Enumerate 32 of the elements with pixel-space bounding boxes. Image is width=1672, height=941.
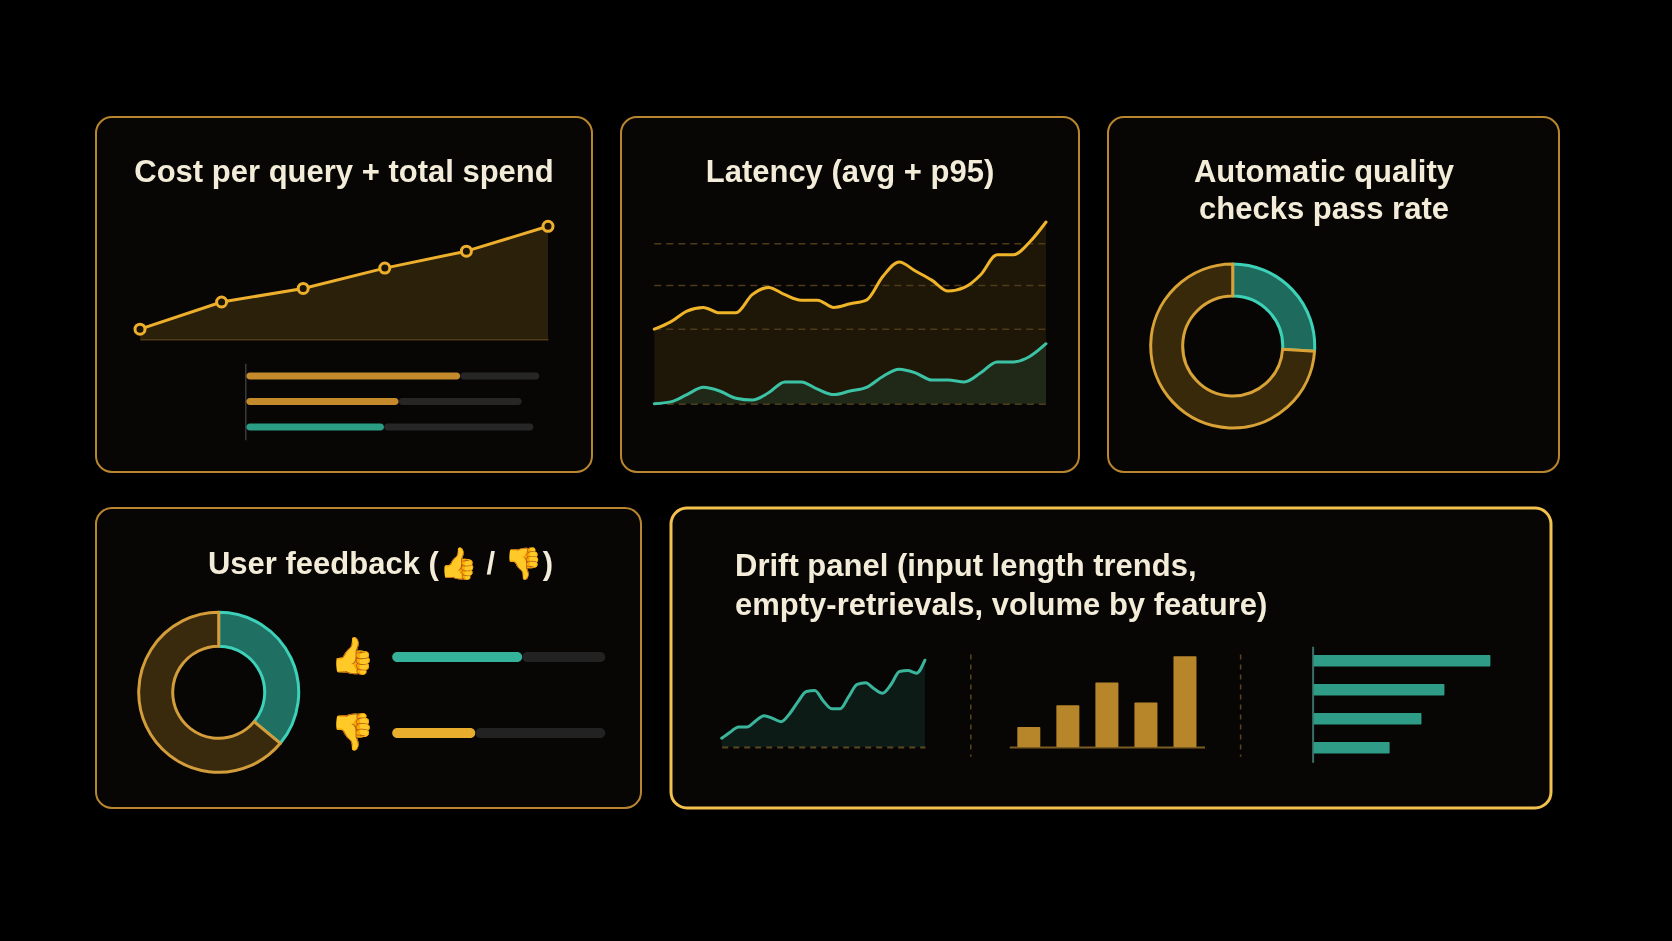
bar	[246, 398, 399, 405]
text: User feedback (👍 / 👎)	[207, 544, 554, 581]
donut-slice	[217, 610, 301, 745]
bar	[1017, 726, 1041, 747]
bar	[1056, 705, 1080, 747]
bar	[1313, 655, 1491, 667]
point	[133, 322, 147, 336]
chart-title: Latency (avg + p95)	[705, 153, 995, 189]
bar	[1313, 742, 1390, 754]
bar	[1134, 702, 1158, 747]
bar	[460, 372, 540, 380]
y-tick-label: 👍	[329, 634, 375, 676]
bar	[246, 423, 385, 431]
y-tick-label: 👎	[329, 711, 375, 752]
bar	[1173, 656, 1197, 747]
bar	[398, 398, 522, 405]
point	[215, 295, 229, 309]
donut-slice	[1149, 262, 1317, 430]
bar	[1313, 713, 1422, 725]
donut-slice	[1231, 262, 1317, 353]
bar	[384, 423, 534, 431]
point	[296, 281, 310, 295]
point	[378, 261, 392, 275]
bar	[1313, 684, 1445, 696]
chart-title: Cost per query + total spend	[134, 153, 554, 189]
bar	[246, 372, 461, 380]
point	[541, 219, 555, 233]
bar	[1095, 682, 1119, 747]
donut-slice	[137, 610, 282, 774]
chart-title: Automatic quality checks pass rate	[1193, 154, 1455, 227]
point	[459, 244, 473, 258]
text: Drift panel (input length trends, empty-retrievals, volume by feature)	[735, 547, 1268, 622]
